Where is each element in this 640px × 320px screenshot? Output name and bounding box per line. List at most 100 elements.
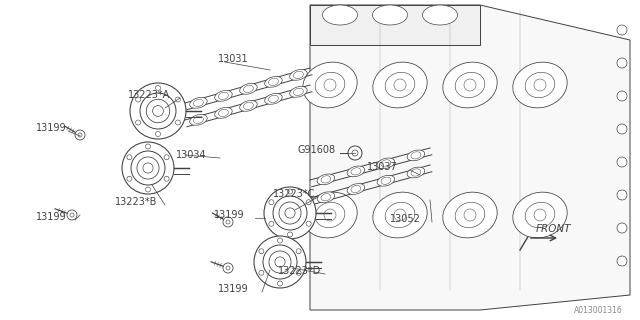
Circle shape <box>617 223 627 233</box>
Circle shape <box>145 187 150 192</box>
Text: 13199: 13199 <box>36 212 67 222</box>
Ellipse shape <box>525 72 555 98</box>
Ellipse shape <box>411 152 421 159</box>
Circle shape <box>152 106 163 116</box>
Circle shape <box>78 133 82 137</box>
Ellipse shape <box>347 184 365 194</box>
Circle shape <box>254 236 306 288</box>
Ellipse shape <box>239 100 257 111</box>
Circle shape <box>70 213 74 217</box>
Circle shape <box>143 163 153 173</box>
Circle shape <box>348 146 362 160</box>
Polygon shape <box>310 5 630 310</box>
Circle shape <box>223 263 233 273</box>
Circle shape <box>131 151 165 185</box>
Circle shape <box>464 79 476 91</box>
Circle shape <box>279 202 301 224</box>
Ellipse shape <box>373 192 427 238</box>
Ellipse shape <box>455 72 485 98</box>
Ellipse shape <box>407 167 425 178</box>
Text: 13223*D: 13223*D <box>278 266 321 276</box>
Circle shape <box>278 281 282 286</box>
Circle shape <box>127 155 132 160</box>
Ellipse shape <box>214 91 232 101</box>
Ellipse shape <box>377 175 395 186</box>
Ellipse shape <box>407 150 425 161</box>
Ellipse shape <box>269 78 278 85</box>
Ellipse shape <box>218 92 228 100</box>
Ellipse shape <box>321 194 331 201</box>
Circle shape <box>273 196 307 230</box>
Ellipse shape <box>265 76 282 87</box>
Ellipse shape <box>372 5 408 25</box>
Circle shape <box>534 79 546 91</box>
Ellipse shape <box>294 88 303 95</box>
Text: G91608: G91608 <box>298 145 336 155</box>
Ellipse shape <box>381 177 391 184</box>
Ellipse shape <box>321 176 331 183</box>
Ellipse shape <box>513 192 567 238</box>
Ellipse shape <box>525 202 555 228</box>
Ellipse shape <box>323 5 358 25</box>
Circle shape <box>223 217 233 227</box>
Ellipse shape <box>351 185 361 193</box>
Circle shape <box>259 270 264 275</box>
Ellipse shape <box>377 158 395 169</box>
Circle shape <box>269 221 274 226</box>
Polygon shape <box>310 5 480 45</box>
Circle shape <box>136 97 141 102</box>
Circle shape <box>226 220 230 224</box>
Circle shape <box>145 144 150 149</box>
Ellipse shape <box>347 166 365 177</box>
Circle shape <box>259 249 264 254</box>
Ellipse shape <box>315 72 345 98</box>
Circle shape <box>617 157 627 167</box>
Ellipse shape <box>269 95 278 102</box>
Ellipse shape <box>373 62 427 108</box>
Circle shape <box>264 187 316 239</box>
Circle shape <box>275 257 285 267</box>
Ellipse shape <box>244 85 253 92</box>
Ellipse shape <box>189 98 207 108</box>
Circle shape <box>269 251 291 273</box>
Text: A013001316: A013001316 <box>574 306 623 315</box>
Ellipse shape <box>218 109 228 116</box>
Circle shape <box>136 120 141 125</box>
Circle shape <box>263 245 297 279</box>
Circle shape <box>226 266 230 270</box>
Circle shape <box>175 97 180 102</box>
Circle shape <box>156 85 161 91</box>
Text: 13199: 13199 <box>214 210 244 220</box>
Circle shape <box>324 79 336 91</box>
Circle shape <box>127 176 132 181</box>
Circle shape <box>164 155 169 160</box>
Circle shape <box>617 25 627 35</box>
Circle shape <box>296 249 301 254</box>
Circle shape <box>352 150 358 156</box>
Ellipse shape <box>411 169 421 176</box>
Circle shape <box>617 124 627 134</box>
Ellipse shape <box>455 202 485 228</box>
Circle shape <box>296 270 301 275</box>
Circle shape <box>175 120 180 125</box>
Circle shape <box>156 132 161 137</box>
Text: 13223*C: 13223*C <box>273 189 316 199</box>
Ellipse shape <box>294 71 303 78</box>
Ellipse shape <box>239 84 257 94</box>
Ellipse shape <box>303 62 357 108</box>
Circle shape <box>324 209 336 221</box>
Text: 13031: 13031 <box>218 54 248 64</box>
Circle shape <box>617 58 627 68</box>
Ellipse shape <box>385 202 415 228</box>
Ellipse shape <box>193 99 204 107</box>
Ellipse shape <box>351 168 361 175</box>
Circle shape <box>130 83 186 139</box>
Text: 13199: 13199 <box>36 123 67 133</box>
Circle shape <box>137 157 159 179</box>
Ellipse shape <box>303 192 357 238</box>
Ellipse shape <box>381 160 391 167</box>
Ellipse shape <box>214 108 232 118</box>
Text: 13223*A: 13223*A <box>128 90 170 100</box>
Ellipse shape <box>315 202 345 228</box>
Circle shape <box>617 91 627 101</box>
